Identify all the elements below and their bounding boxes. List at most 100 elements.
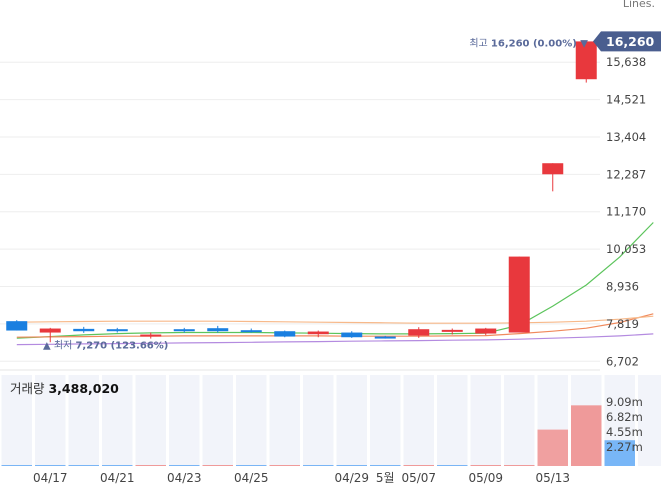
volume-bar [1, 465, 32, 466]
candle-body [106, 329, 128, 332]
candle-body [575, 41, 597, 80]
x-tick-label: 04/29 [334, 471, 369, 485]
y-tick-label: 11,170 [606, 205, 646, 219]
candle-body [173, 329, 195, 332]
volume-column-bg [403, 375, 434, 466]
candle-body [408, 329, 430, 336]
volume-column-bg [68, 375, 99, 466]
candles [6, 41, 597, 343]
moving-average-line [16, 315, 654, 324]
volume-title: 거래량 [10, 381, 48, 396]
volume-bar [403, 465, 434, 466]
volume-bar [571, 405, 602, 466]
candle-body [508, 256, 530, 333]
volume-column-bg [1, 375, 32, 466]
low-annotation-arrow: ▲ [43, 340, 54, 351]
high-annotation: 최고 16,260 (0.00%) ▼ [469, 37, 588, 49]
x-tick-label: 05/09 [468, 471, 503, 485]
annotations: 거래량 3,488,020 Lines. 16,260 최고 16,260 (0.00… [10, 0, 661, 396]
corner-label: Lines. [623, 0, 655, 10]
high-annotation-arrow: ▼ [580, 38, 588, 49]
moving-average-line [16, 222, 654, 339]
volume-tick-label: 9.09m [606, 395, 643, 409]
x-tick-label: 04/23 [167, 471, 202, 485]
volume-bar [604, 440, 635, 466]
x-tick-label: 05/13 [535, 471, 570, 485]
current-price-tag [593, 31, 661, 52]
volume-bar [437, 465, 468, 466]
x-tick-label: 5월 [376, 471, 395, 485]
moving-average-lines [16, 222, 654, 346]
y-tick-label: 6,702 [606, 354, 639, 368]
volume-bar [202, 465, 233, 466]
volume-column-bg [370, 375, 401, 466]
volume-bar [504, 465, 535, 466]
x-tick-label: 05/07 [401, 471, 436, 485]
candle-body [240, 330, 262, 333]
volume-column-bg [504, 375, 535, 466]
candle-body [307, 331, 329, 335]
x-tick-label: 04/21 [100, 471, 135, 485]
candle-body [441, 329, 463, 332]
y-tick-label: 8,936 [606, 280, 639, 294]
volume-column-bg [135, 375, 166, 466]
low-annotation-value: 7,270 (123.66%) [75, 340, 168, 351]
volume-bar [470, 465, 501, 466]
candle-body [274, 331, 296, 337]
low-annotation: ▲ 최저 7,270 (123.66%) [43, 339, 168, 351]
volume-bar [537, 429, 568, 466]
axes: 6,702 7,819 8,936 10,053 11,170 12,287 13,404 1… [33, 55, 646, 485]
volume-bar [169, 465, 200, 466]
y-tick-label: 14,521 [606, 93, 646, 107]
y-tick-label: 13,404 [606, 130, 646, 144]
current-price-label: 16,260 [606, 34, 655, 49]
volume-bar [269, 465, 300, 466]
volume-bar [303, 465, 334, 466]
volume-column-bg [470, 375, 501, 466]
volume-bars [1, 405, 635, 466]
candle-body [73, 328, 95, 332]
volume-tick-label: 2.27m [606, 440, 643, 454]
y-tick-label: 15,638 [606, 55, 646, 69]
moving-average-line [16, 333, 654, 346]
volume-value: 3,488,020 [48, 381, 119, 396]
moving-average-line [16, 313, 654, 338]
volume-bar [370, 465, 401, 466]
grid-lines [0, 61, 600, 371]
candle-body [6, 321, 28, 331]
volume-column-bg [336, 375, 367, 466]
volume-bar [135, 465, 166, 466]
candle-body [39, 328, 61, 333]
y-tick-label: 10,053 [606, 242, 646, 256]
volume-bar [102, 465, 133, 466]
volume-column-bg [638, 375, 661, 466]
x-tick-label: 04/17 [33, 471, 68, 485]
candle-body [341, 332, 363, 338]
volume-label: 거래량 3,488,020 [10, 381, 119, 396]
volume-column-bg [236, 375, 267, 466]
volume-bar [236, 465, 267, 466]
low-annotation-prefix: 최저 [54, 339, 76, 351]
volume-column-bg [202, 375, 233, 466]
volume-column-bg [35, 375, 66, 466]
candle-body [475, 328, 497, 334]
y-tick-label: 7,819 [606, 317, 639, 331]
candle-body [374, 336, 396, 339]
high-annotation-value: 16,260 (0.00%) [491, 38, 580, 49]
volume-tick-label: 4.55m [606, 425, 643, 439]
y-tick-label: 12,287 [606, 167, 646, 181]
volume-bar [35, 465, 66, 466]
high-annotation-prefix: 최고 [469, 37, 491, 49]
volume-bar [68, 465, 99, 466]
volume-column-bg [269, 375, 300, 466]
volume-bar [336, 465, 367, 466]
candle-body [207, 328, 229, 332]
volume-background-columns [1, 375, 661, 466]
volume-column-bg [437, 375, 468, 466]
volume-tick-label: 6.82m [606, 410, 643, 424]
volume-column-bg [102, 375, 133, 466]
candle-body [542, 163, 564, 175]
volume-column-bg [303, 375, 334, 466]
